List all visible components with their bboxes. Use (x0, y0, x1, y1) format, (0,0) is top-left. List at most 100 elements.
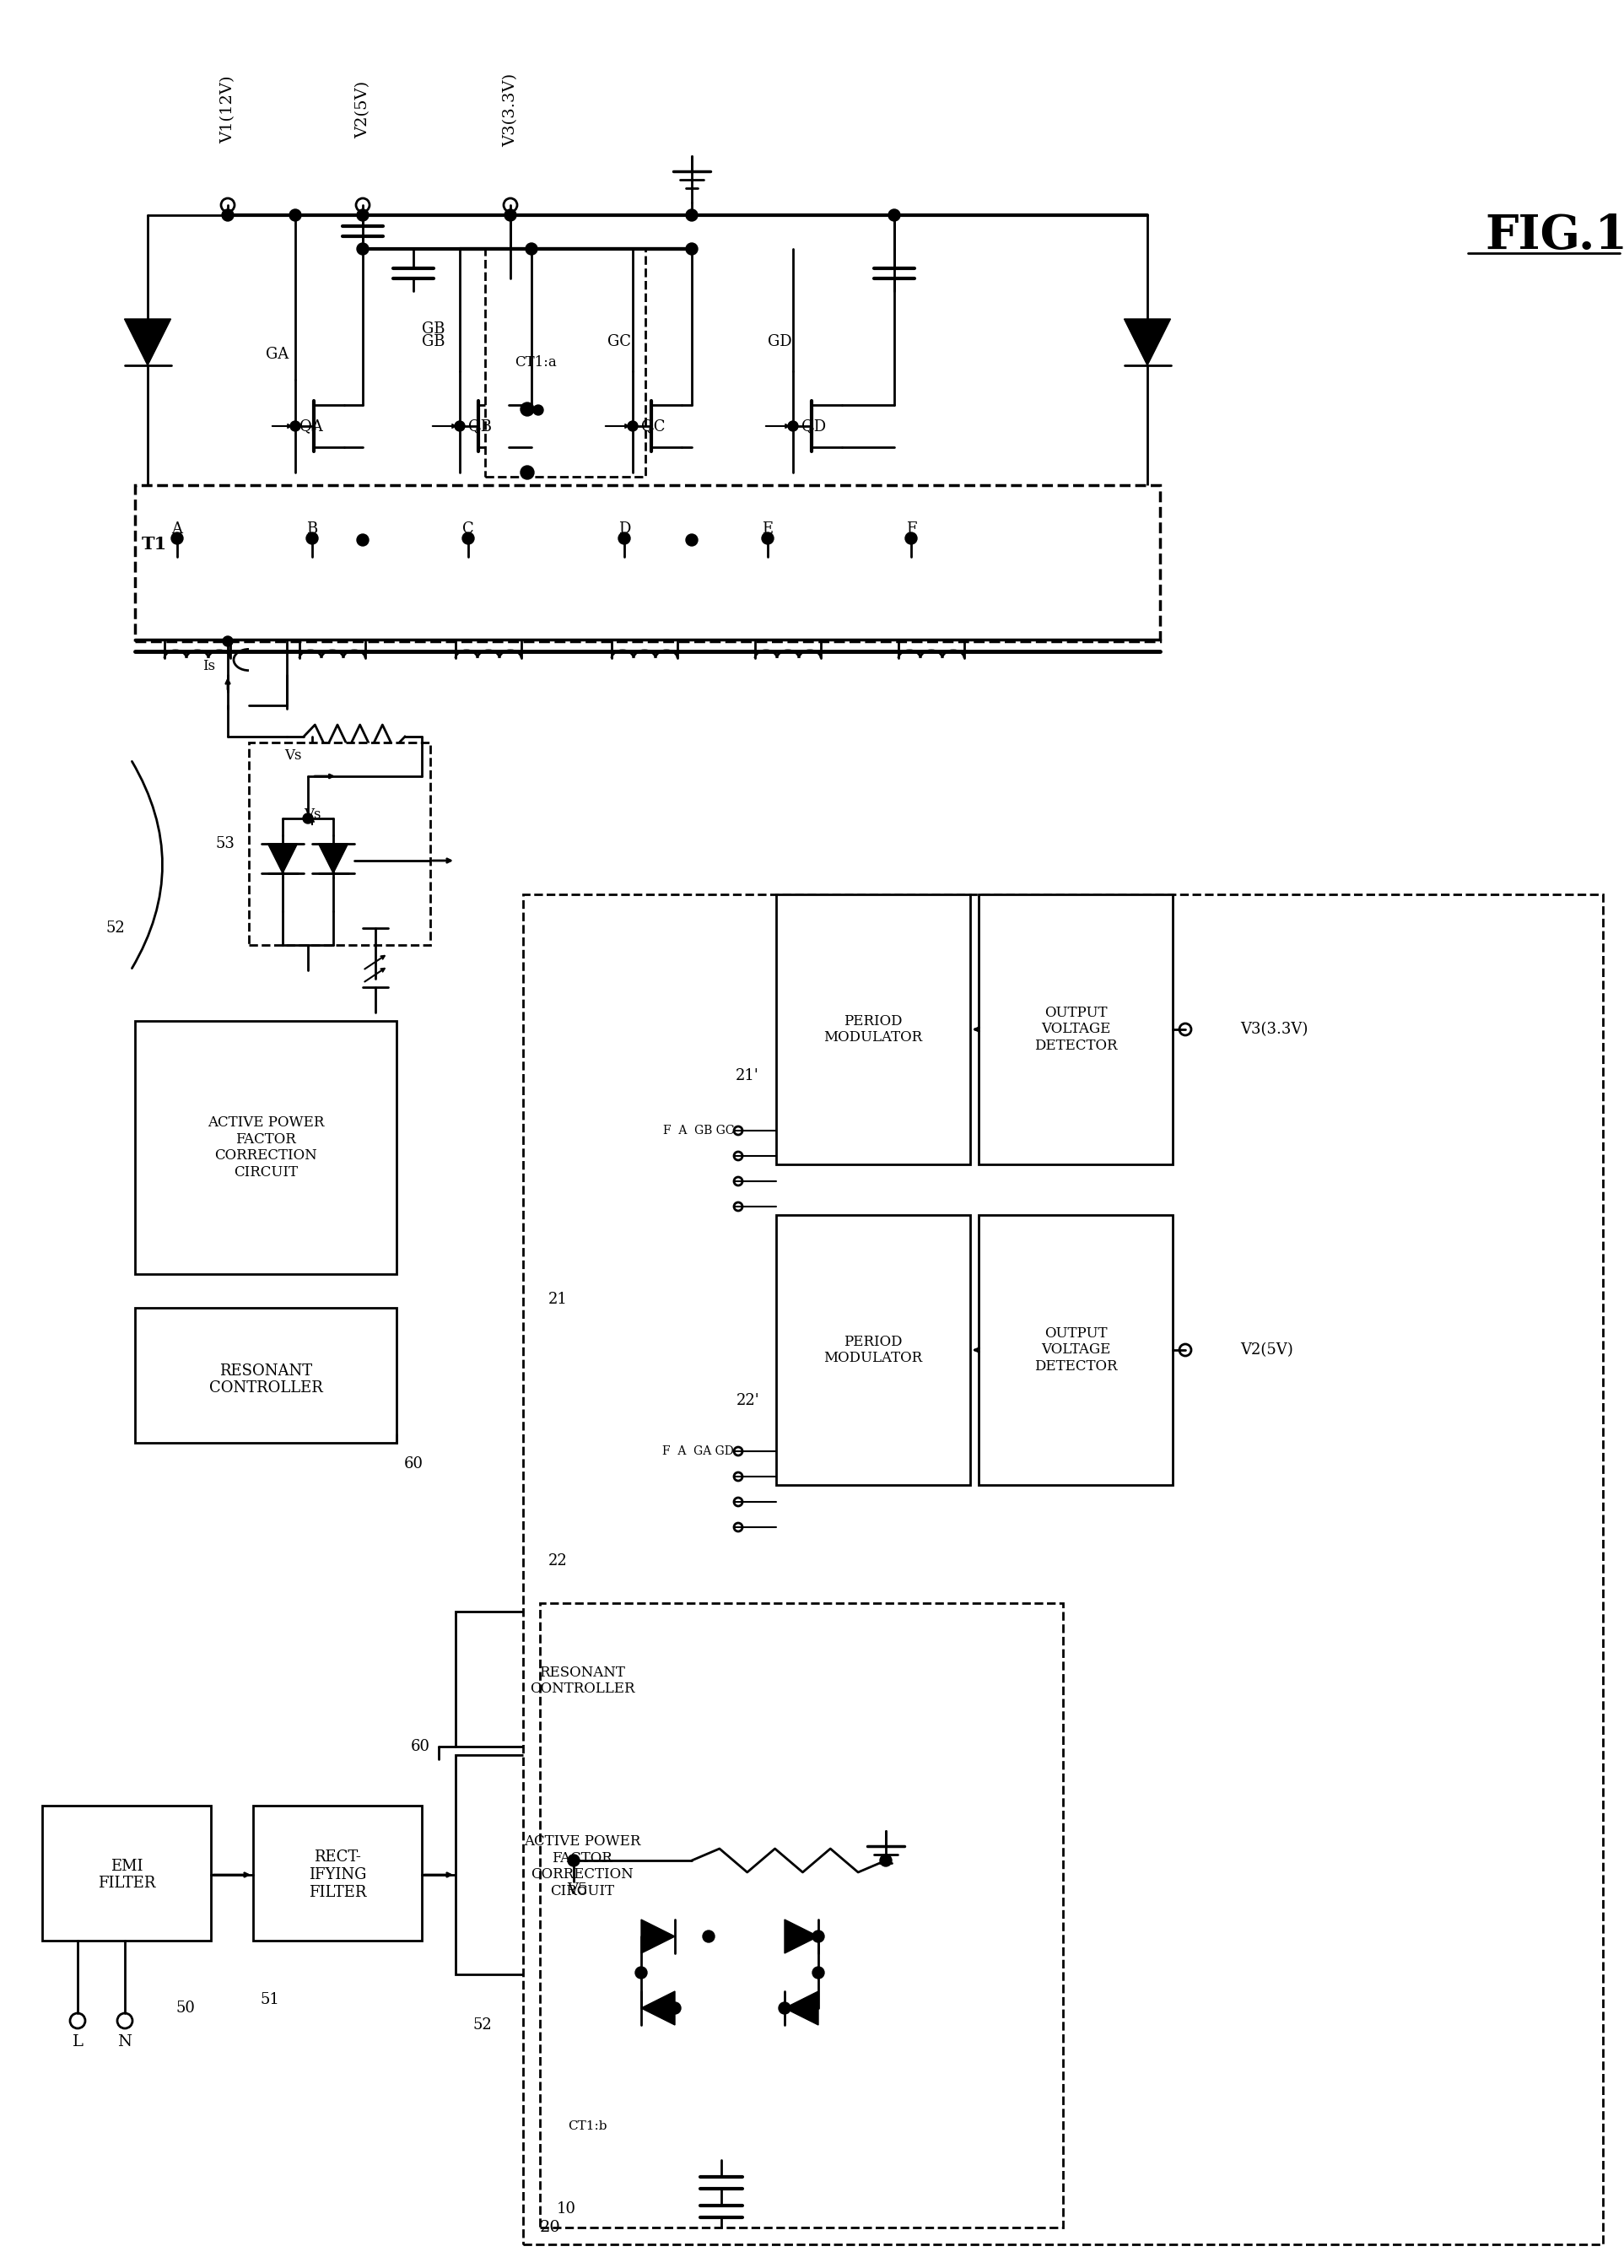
Text: EMI
FILTER: EMI FILTER (97, 1857, 156, 1892)
Text: OUTPUT
VOLTAGE
DETECTOR: OUTPUT VOLTAGE DETECTOR (1034, 1005, 1117, 1052)
FancyArrowPatch shape (641, 1141, 775, 1279)
Bar (776, 1216, 970, 1486)
Text: QD: QD (802, 420, 827, 433)
Text: RECT-
IFYING
FILTER: RECT- IFYING FILTER (309, 1851, 367, 1901)
FancyArrowPatch shape (719, 1436, 776, 1560)
Circle shape (302, 814, 313, 823)
Polygon shape (318, 844, 348, 873)
Text: 21: 21 (549, 1293, 568, 1306)
Text: F  A  GA GD: F A GA GD (663, 1445, 734, 1456)
Circle shape (289, 209, 300, 220)
Text: QC: QC (641, 420, 666, 433)
Text: GB: GB (422, 333, 445, 349)
Polygon shape (784, 1919, 818, 1953)
Polygon shape (784, 1991, 818, 2025)
Text: GB: GB (422, 322, 445, 336)
Text: GA: GA (266, 347, 289, 363)
Text: OUTPUT
VOLTAGE
DETECTOR: OUTPUT VOLTAGE DETECTOR (1034, 1327, 1117, 1374)
Text: 53: 53 (216, 837, 234, 850)
FancyArrowPatch shape (719, 1100, 784, 1306)
Bar (456, 1755, 708, 1975)
Text: CT1:b: CT1:b (568, 2121, 607, 2132)
Bar (135, 1309, 396, 1442)
Text: 20: 20 (539, 2220, 560, 2234)
Circle shape (685, 209, 698, 220)
Text: ACTIVE POWER
FACTOR
CORRECTION
CIRCUIT: ACTIVE POWER FACTOR CORRECTION CIRCUIT (523, 1835, 640, 1898)
Text: GC: GC (607, 333, 632, 349)
Circle shape (171, 533, 184, 544)
Circle shape (619, 533, 630, 544)
Bar (135, 485, 1160, 642)
Circle shape (533, 406, 544, 415)
Text: L: L (71, 2034, 83, 2050)
Text: D: D (619, 522, 630, 538)
Circle shape (778, 2003, 791, 2014)
Bar (486, 249, 645, 476)
Text: RESONANT
CONTROLLER: RESONANT CONTROLLER (209, 1363, 323, 1395)
Circle shape (905, 533, 918, 544)
Circle shape (703, 1930, 715, 1941)
Text: V2(5V): V2(5V) (356, 82, 370, 138)
Circle shape (880, 1855, 892, 1867)
Circle shape (762, 533, 773, 544)
Bar (979, 1216, 1173, 1486)
Circle shape (463, 533, 474, 544)
Polygon shape (268, 844, 297, 873)
Text: 50: 50 (175, 2000, 195, 2016)
Polygon shape (1124, 320, 1171, 365)
Text: F: F (906, 522, 916, 538)
Bar (135, 1021, 396, 1275)
Text: 60: 60 (411, 1740, 430, 1753)
Text: 22': 22' (736, 1393, 760, 1408)
Circle shape (521, 465, 534, 479)
Text: E: E (762, 522, 773, 538)
Text: C: C (463, 522, 474, 538)
Text: V3(3.3V): V3(3.3V) (1241, 1023, 1307, 1036)
Circle shape (627, 422, 638, 431)
Text: 52: 52 (473, 2019, 492, 2032)
Text: FIG.1: FIG.1 (1484, 213, 1624, 259)
Text: 52: 52 (106, 921, 125, 937)
Text: PERIOD
MODULATOR: PERIOD MODULATOR (823, 1334, 922, 1365)
Text: V3(3.3V): V3(3.3V) (503, 73, 518, 147)
Circle shape (357, 243, 369, 254)
Circle shape (812, 1966, 825, 1978)
Text: ACTIVE POWER
FACTOR
CORRECTION
CIRCUIT: ACTIVE POWER FACTOR CORRECTION CIRCUIT (208, 1116, 325, 1179)
Text: V2(5V): V2(5V) (1241, 1343, 1293, 1359)
Text: Is: Is (203, 660, 214, 674)
Text: B: B (307, 522, 318, 538)
Circle shape (888, 209, 900, 220)
Circle shape (291, 422, 300, 431)
Text: CT1:a: CT1:a (515, 356, 557, 370)
Text: T1: T1 (141, 535, 167, 553)
Circle shape (521, 401, 534, 415)
Text: V5: V5 (567, 1882, 588, 1898)
Circle shape (568, 1855, 580, 1867)
Bar (42, 1805, 211, 1941)
Bar (248, 742, 430, 946)
Circle shape (788, 422, 797, 431)
Circle shape (685, 533, 698, 547)
Circle shape (222, 209, 234, 220)
Bar (539, 1603, 1064, 2227)
Text: A: A (172, 522, 182, 538)
Polygon shape (641, 1991, 676, 2025)
Circle shape (526, 243, 538, 254)
Circle shape (669, 2003, 680, 2014)
Circle shape (455, 422, 464, 431)
Bar (456, 1613, 708, 1746)
Text: 60: 60 (404, 1456, 424, 1472)
Text: N: N (117, 2034, 132, 2050)
Text: Vs: Vs (304, 807, 322, 821)
Text: PERIOD
MODULATOR: PERIOD MODULATOR (823, 1014, 922, 1046)
Text: 10: 10 (557, 2202, 577, 2216)
Text: QB: QB (468, 420, 492, 433)
Circle shape (685, 243, 698, 254)
Text: 21': 21' (736, 1068, 760, 1084)
Text: Vs: Vs (284, 748, 302, 762)
Bar (523, 894, 1603, 2245)
Circle shape (222, 637, 232, 646)
Polygon shape (641, 1919, 676, 1953)
Bar (979, 894, 1173, 1163)
Text: GD: GD (768, 333, 793, 349)
